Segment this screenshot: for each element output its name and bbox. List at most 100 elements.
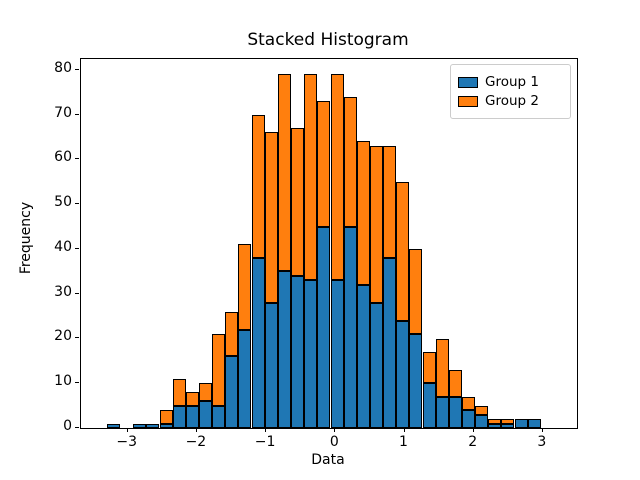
legend-label-group2: Group 2 (485, 93, 539, 109)
histogram-bar (396, 181, 410, 428)
group2-segment (396, 181, 410, 321)
chart-title: Stacked Histogram (247, 30, 409, 50)
group1-segment (172, 405, 186, 428)
x-tick-label: 1 (399, 434, 408, 450)
group1-segment (383, 257, 397, 428)
histogram-bar (369, 145, 383, 428)
y-tick-mark (75, 337, 79, 339)
x-tick-mark (195, 428, 197, 432)
y-tick-mark (75, 427, 79, 428)
y-tick-mark (75, 203, 79, 205)
histogram-bar (475, 405, 489, 428)
x-tick-mark (541, 428, 543, 432)
group1-segment (422, 383, 436, 428)
group1-segment (488, 423, 502, 428)
histogram-bar (212, 333, 226, 428)
group2-segment (251, 114, 265, 258)
group2-segment (369, 145, 383, 303)
group1-segment (501, 423, 515, 428)
histogram-bar (527, 419, 541, 428)
group2-segment (199, 383, 213, 402)
group1-segment (251, 257, 265, 428)
legend-entry-group1: Group 1 (458, 74, 562, 90)
y-tick-label: 80 (54, 59, 72, 76)
group2-segment (383, 145, 397, 258)
group1-segment (461, 410, 475, 428)
histogram-bar (159, 410, 173, 428)
group1-segment (343, 226, 357, 428)
histogram-bar (264, 132, 278, 428)
group1-segment (264, 302, 278, 428)
group2-segment (435, 338, 449, 397)
histogram-bar (146, 423, 160, 428)
group1-segment (369, 302, 383, 428)
x-tick-mark (265, 428, 267, 432)
y-tick-label: 20 (54, 328, 72, 345)
histogram-bar (514, 419, 528, 428)
histogram-bar (409, 248, 423, 428)
x-tick-label: −2 (185, 434, 207, 450)
y-tick-mark (75, 292, 79, 294)
histogram-bar (435, 338, 449, 428)
group1-segment (514, 419, 528, 428)
group1-swatch (458, 76, 478, 88)
y-tick-label: 30 (54, 283, 72, 300)
histogram-bar (383, 145, 397, 428)
x-tick-mark (334, 428, 336, 432)
group2-segment (238, 244, 252, 330)
histogram-bar (238, 244, 252, 428)
histogram-bar (106, 423, 120, 428)
group2-segment (330, 74, 344, 281)
group1-segment (435, 396, 449, 428)
y-tick-mark (75, 382, 79, 384)
x-tick-label: −1 (254, 434, 276, 450)
y-tick-mark (75, 113, 79, 115)
histogram-bar (501, 419, 515, 428)
group2-segment (409, 248, 423, 334)
y-tick-mark (75, 158, 79, 160)
group2-swatch (458, 95, 478, 107)
group1-segment (527, 419, 541, 428)
legend-entry-group2: Group 2 (458, 93, 562, 109)
legend: Group 1 Group 2 (450, 64, 571, 119)
histogram-bar (225, 311, 239, 428)
x-tick-mark (403, 428, 405, 432)
group2-segment (488, 419, 502, 424)
y-tick-label: 10 (54, 373, 72, 390)
group1-segment (159, 423, 173, 428)
group1-segment (356, 284, 370, 428)
histogram-bar (422, 351, 436, 428)
histogram-bar (291, 127, 305, 428)
histogram-bars (81, 59, 577, 428)
group2-segment (212, 333, 226, 406)
group2-segment (172, 378, 186, 406)
y-tick-label: 50 (54, 194, 72, 211)
group1-segment (277, 271, 291, 428)
group1-segment (212, 405, 226, 428)
legend-label-group1: Group 1 (485, 74, 539, 90)
histogram-bar (356, 141, 370, 428)
group2-segment (225, 311, 239, 357)
group2-segment (317, 101, 331, 227)
group2-segment (264, 132, 278, 303)
x-axis-label: Data (311, 452, 345, 468)
group2-segment (304, 74, 318, 281)
y-tick-label: 40 (54, 238, 72, 255)
group2-segment (343, 96, 357, 227)
group2-segment (291, 127, 305, 276)
group1-segment (448, 396, 462, 428)
y-tick-label: 60 (54, 149, 72, 166)
group1-segment (291, 275, 305, 428)
histogram-bar (304, 74, 318, 428)
group1-segment (106, 423, 120, 428)
group1-segment (146, 423, 160, 428)
x-tick-mark (472, 428, 474, 432)
group1-segment (133, 423, 147, 428)
histogram-bar (277, 74, 291, 428)
group2-segment (448, 369, 462, 397)
histogram-bar (343, 96, 357, 428)
x-tick-label: 2 (468, 434, 478, 450)
histogram-bar (185, 392, 199, 428)
group1-segment (185, 405, 199, 428)
histogram-bar (488, 419, 502, 428)
